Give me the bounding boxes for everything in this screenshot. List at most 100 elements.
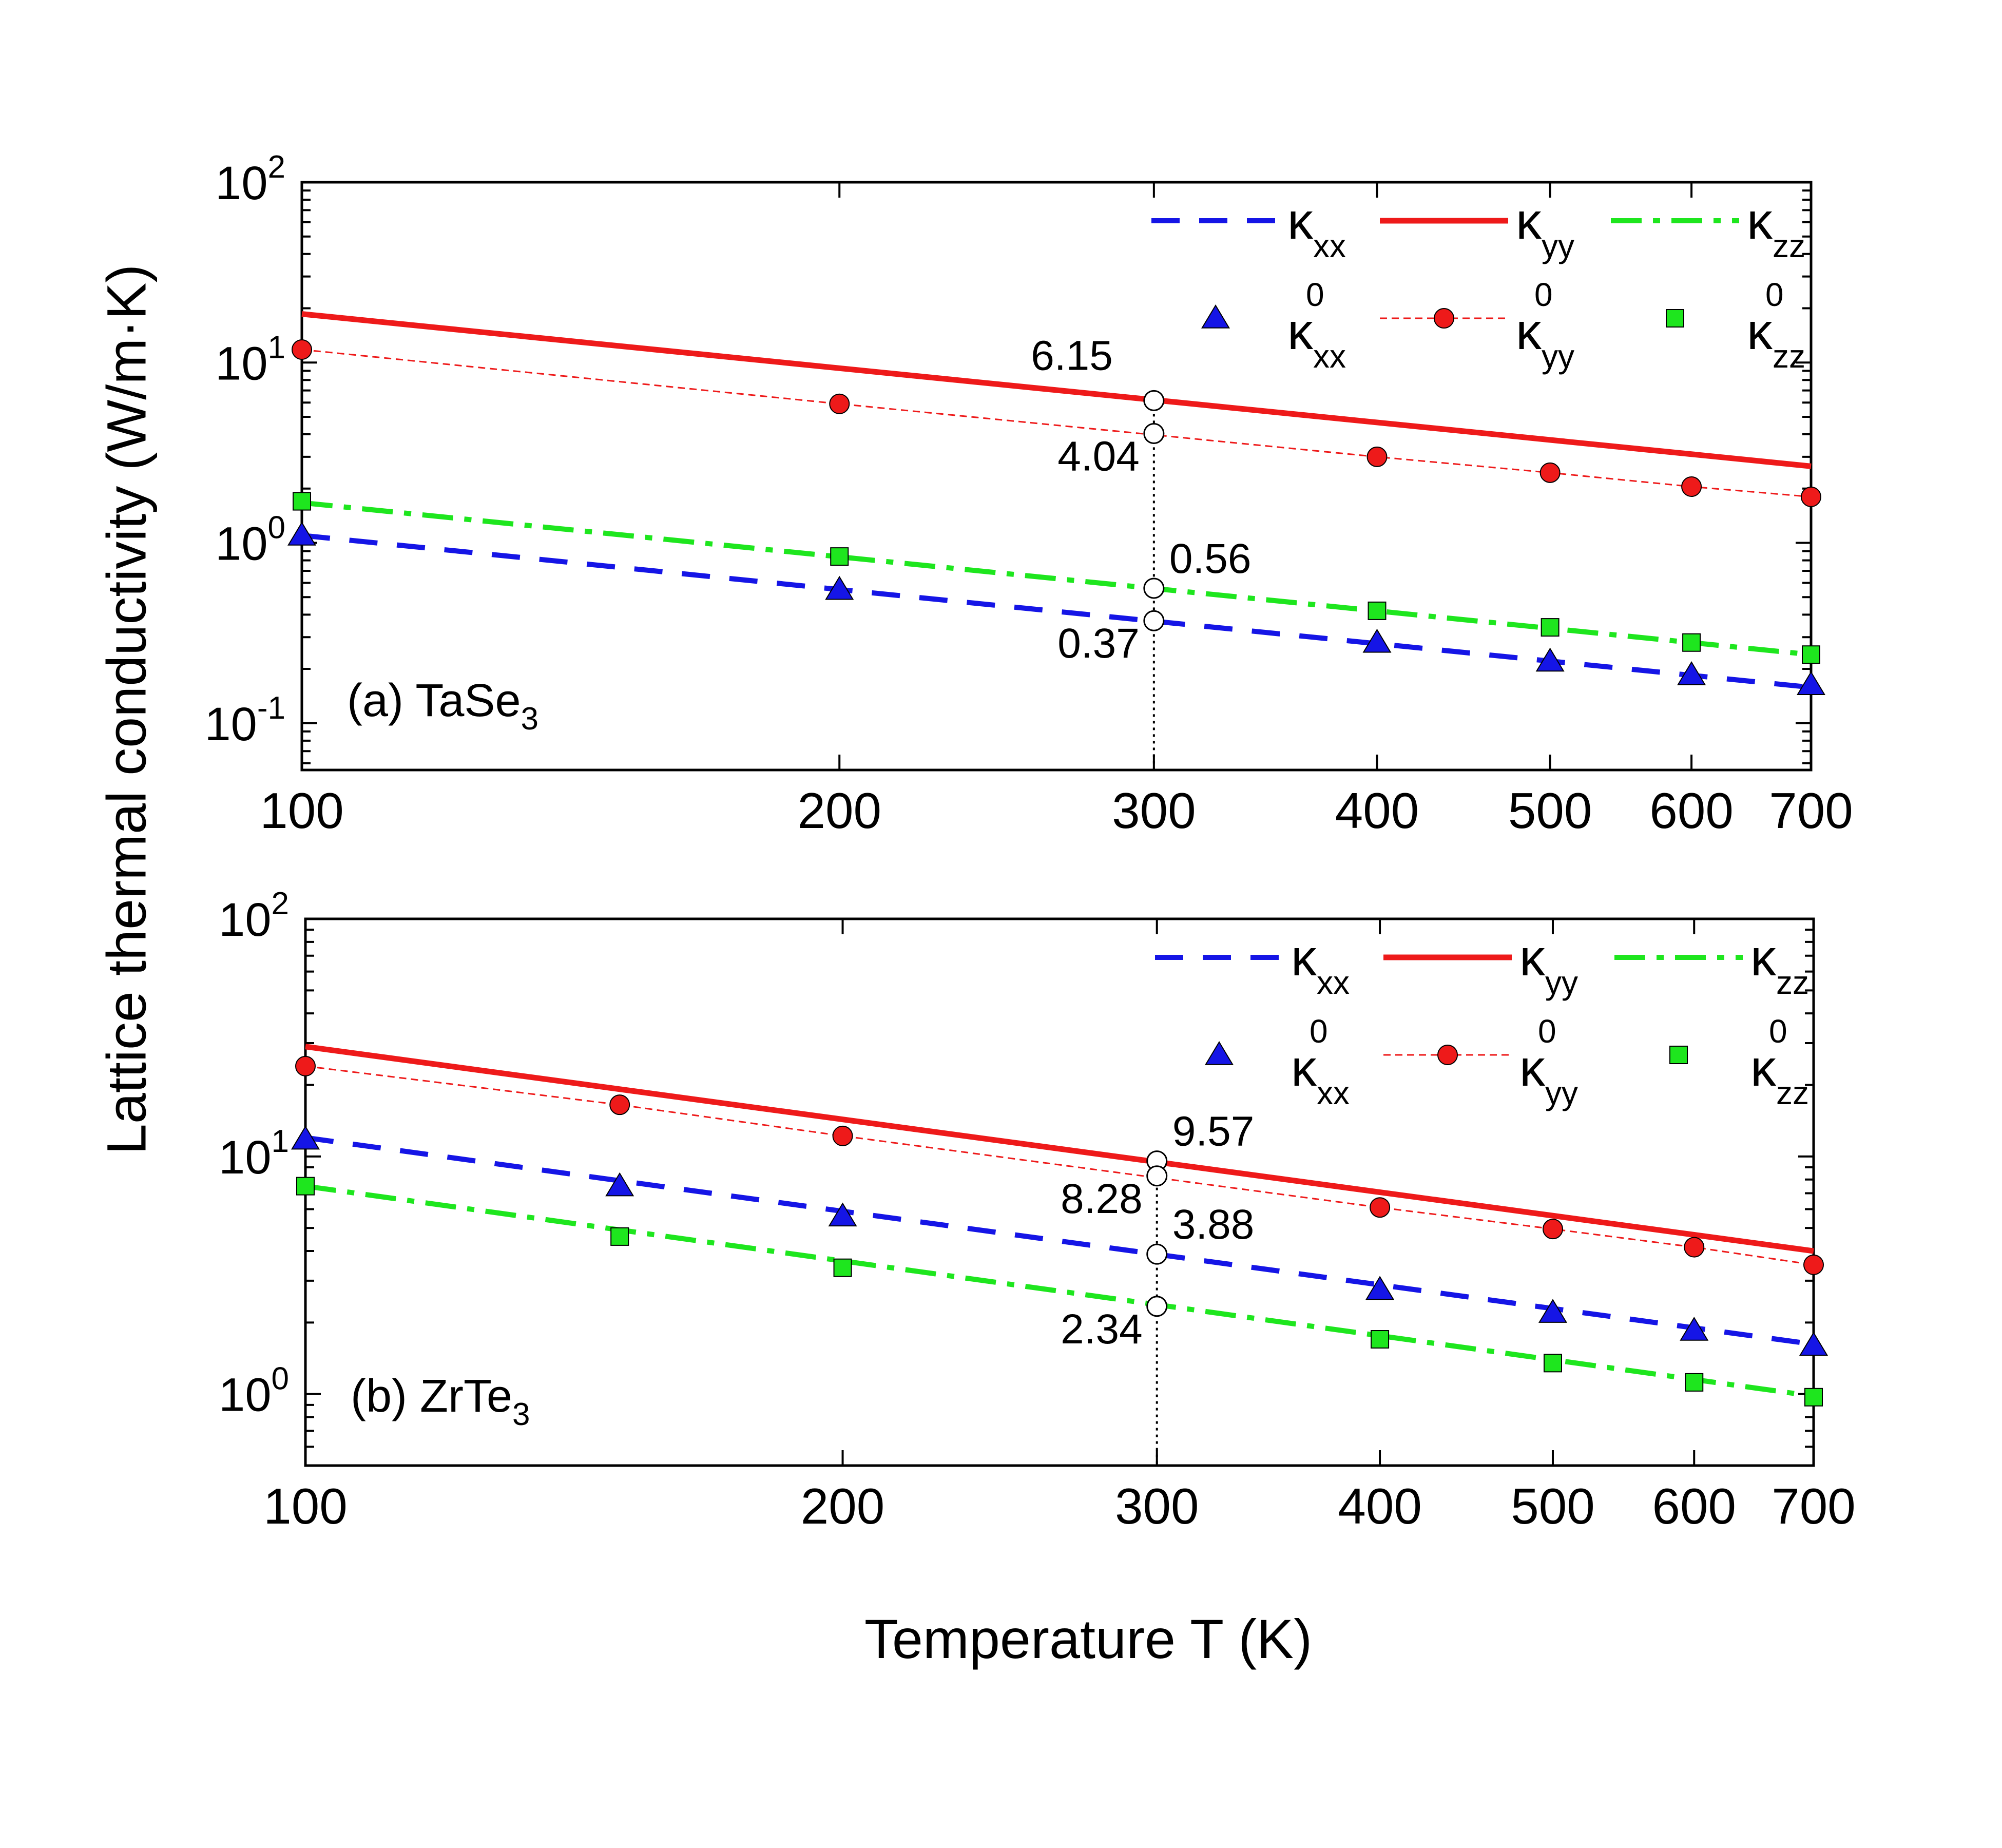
value-annotation: 0.56 <box>1169 535 1252 582</box>
legend-swatch-xx0 <box>1201 304 1230 329</box>
legend-label-yy: κyy <box>1516 192 1574 264</box>
x-tick-label: 500 <box>1508 782 1592 839</box>
data-point-zz0 <box>296 1177 315 1196</box>
x-tick-label: 600 <box>1652 1478 1737 1534</box>
data-point-yy0 <box>1539 462 1561 483</box>
x-tick-label: 300 <box>1115 1478 1199 1534</box>
data-point-zz0 <box>1804 1388 1823 1407</box>
data-point-yy0 <box>1542 1219 1563 1240</box>
legend-symbol: κ <box>1519 1040 1546 1097</box>
legend-subscript: yy <box>1545 964 1578 1001</box>
data-point-xx0 <box>605 1172 634 1197</box>
y-tick-base: 10 <box>219 1131 271 1184</box>
series-line-xx <box>301 533 1812 690</box>
legend-symbol: κ <box>1516 192 1542 250</box>
legend-swatch-xx0 <box>1204 1041 1234 1065</box>
y-tick-label: 101 <box>215 330 285 390</box>
data-point-yy0 <box>1684 1237 1705 1258</box>
legend-symbol: κ <box>1516 303 1542 360</box>
legend-superscript: 0 <box>1310 1013 1328 1050</box>
series-line-xx <box>305 1135 1814 1347</box>
legend-symbol: κ <box>1747 192 1773 250</box>
data-point-yy0 <box>295 1055 316 1076</box>
data-point-yy0 <box>1801 486 1821 507</box>
highlight-point-300K <box>1143 423 1165 445</box>
data-point-yy0 <box>832 1125 853 1146</box>
y-tick-exponent: 0 <box>272 1361 289 1397</box>
highlight-point-300K <box>1146 1296 1168 1317</box>
data-point-xx0 <box>1535 647 1565 672</box>
series-connector-yy0 <box>301 349 1812 498</box>
y-tick-label: 101 <box>219 1124 289 1184</box>
legend-superscript: 0 <box>1534 276 1553 313</box>
legend-label-yy0: κyy 0 <box>1519 1013 1578 1111</box>
legend-symbol: κ <box>1750 1040 1777 1097</box>
data-point-xx0 <box>1796 671 1826 696</box>
data-point-zz0 <box>1541 618 1560 637</box>
value-annotation: 6.15 <box>1031 332 1113 379</box>
data-point-xx0 <box>1677 661 1706 685</box>
legend-label-zz0: κzz 0 <box>1747 276 1805 375</box>
x-tick-label: 100 <box>260 782 344 839</box>
y-tick-exponent: 2 <box>268 149 285 185</box>
panel-title-subscript: 3 <box>512 1397 530 1432</box>
y-tick-label: 10-1 <box>205 690 285 750</box>
y-tick-label: 102 <box>219 886 289 946</box>
data-point-yy0 <box>829 393 850 414</box>
legend-subscript: xx <box>1313 338 1346 375</box>
data-point-zz0 <box>1543 1354 1562 1373</box>
legend-swatch-yy0 <box>1434 308 1454 329</box>
legend-label-yy: κyy <box>1519 929 1578 1001</box>
y-tick-exponent: -1 <box>257 690 285 726</box>
series-line-zz <box>301 500 1812 658</box>
data-point-zz0 <box>610 1227 629 1246</box>
value-annotation: 0.37 <box>1057 620 1140 667</box>
data-point-yy0 <box>292 339 312 360</box>
plot-frame <box>300 181 1813 772</box>
data-point-xx0 <box>825 575 854 600</box>
x-tick-label: 600 <box>1649 782 1734 839</box>
x-tick-label: 400 <box>1335 782 1419 839</box>
legend-superscript: 0 <box>1306 276 1324 313</box>
data-point-xx0 <box>1362 628 1392 653</box>
highlight-point-300K <box>1143 578 1165 599</box>
series-line-zz <box>305 1183 1814 1399</box>
data-point-yy0 <box>1681 476 1702 497</box>
highlight-point-300K <box>1143 610 1165 631</box>
value-annotation: 3.88 <box>1172 1201 1255 1248</box>
panel-title-subscript: 3 <box>521 701 538 737</box>
y-tick-label: 102 <box>215 149 285 209</box>
legend-label-zz0: κzz 0 <box>1750 1013 1809 1111</box>
x-axis-label: Temperature T (K) <box>864 1608 1312 1670</box>
plot-frame <box>304 917 1815 1467</box>
data-point-yy0 <box>1803 1254 1824 1275</box>
legend-symbol: κ <box>1287 192 1314 250</box>
legend-subscript: xx <box>1317 964 1350 1001</box>
data-point-xx0 <box>828 1202 857 1227</box>
legend-superscript: 0 <box>1765 276 1784 313</box>
data-point-zz0 <box>1371 1330 1390 1349</box>
legend-label-yy0: κyy 0 <box>1516 276 1574 375</box>
highlight-point-300K <box>1143 390 1165 411</box>
legend-label-zz: κzz <box>1747 192 1805 264</box>
data-point-zz0 <box>833 1258 852 1277</box>
y-tick-label: 100 <box>215 510 285 570</box>
legend-subscript: yy <box>1542 338 1574 375</box>
legend-subscript: zz <box>1776 1074 1809 1111</box>
data-point-xx0 <box>291 1125 320 1150</box>
data-point-zz0 <box>293 492 311 511</box>
value-annotation: 8.28 <box>1061 1176 1143 1222</box>
y-tick-base: 10 <box>219 1369 271 1421</box>
series-connector-yy0 <box>305 1065 1814 1266</box>
legend-subscript: zz <box>1773 338 1805 375</box>
legend-subscript: xx <box>1313 227 1346 264</box>
y-tick-exponent: 2 <box>272 886 289 921</box>
x-tick-label: 200 <box>797 782 881 839</box>
data-point-xx0 <box>287 522 317 546</box>
legend-swatch-yy0 <box>1437 1045 1458 1065</box>
x-tick-label: 300 <box>1112 782 1196 839</box>
legend-subscript: zz <box>1776 964 1809 1001</box>
data-point-yy0 <box>1370 1197 1391 1218</box>
legend-subscript: yy <box>1542 227 1574 264</box>
